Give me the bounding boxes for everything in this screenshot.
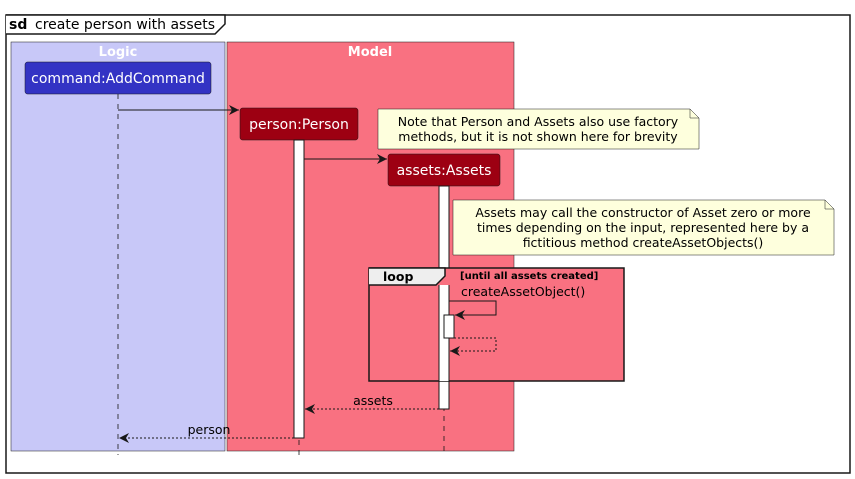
logic-box-label: Logic	[99, 45, 138, 60]
model-box-label: Model	[348, 45, 392, 60]
loop-fragment-tab	[369, 267, 446, 286]
constructor-note-line-3: fictitious method createAssetObjects()	[523, 235, 764, 250]
return-person-label: person	[188, 422, 231, 437]
assets-participant-label: assets:Assets	[397, 163, 492, 179]
person-activation	[293, 139, 305, 439]
command-participant	[24, 61, 212, 95]
constructor-note-fold	[824, 200, 834, 210]
loop-fragment	[368, 267, 625, 382]
asset-object-activation	[443, 314, 455, 339]
return-assets-label: assets	[353, 393, 393, 408]
create-asset-object-message	[449, 300, 497, 320]
factory-note-fold	[689, 109, 699, 119]
constructor-note-line-2: times depending on the input, represente…	[477, 220, 809, 235]
sd-frame-tab	[6, 14, 226, 35]
create-asset-object-label: createAssetObject()	[461, 284, 585, 299]
factory-note-line-1: Note that Person and Assets also use fac…	[398, 114, 679, 129]
sd-keyword: sd	[9, 17, 27, 33]
create-asset-object-return	[450, 337, 497, 356]
sd-title: create person with assets	[35, 17, 215, 33]
constructor-note-line-1: Assets may call the constructor of Asset…	[475, 205, 811, 220]
constructor-note	[452, 199, 835, 256]
loop-keyword: loop	[383, 269, 413, 284]
person-participant-label: person:Person	[249, 117, 349, 133]
loop-guard: [until all assets created]	[460, 271, 598, 282]
factory-note	[377, 108, 700, 150]
factory-note-line-2: methods, but it is not shown here for br…	[398, 129, 678, 144]
command-participant-label: command:AddCommand	[31, 71, 205, 87]
